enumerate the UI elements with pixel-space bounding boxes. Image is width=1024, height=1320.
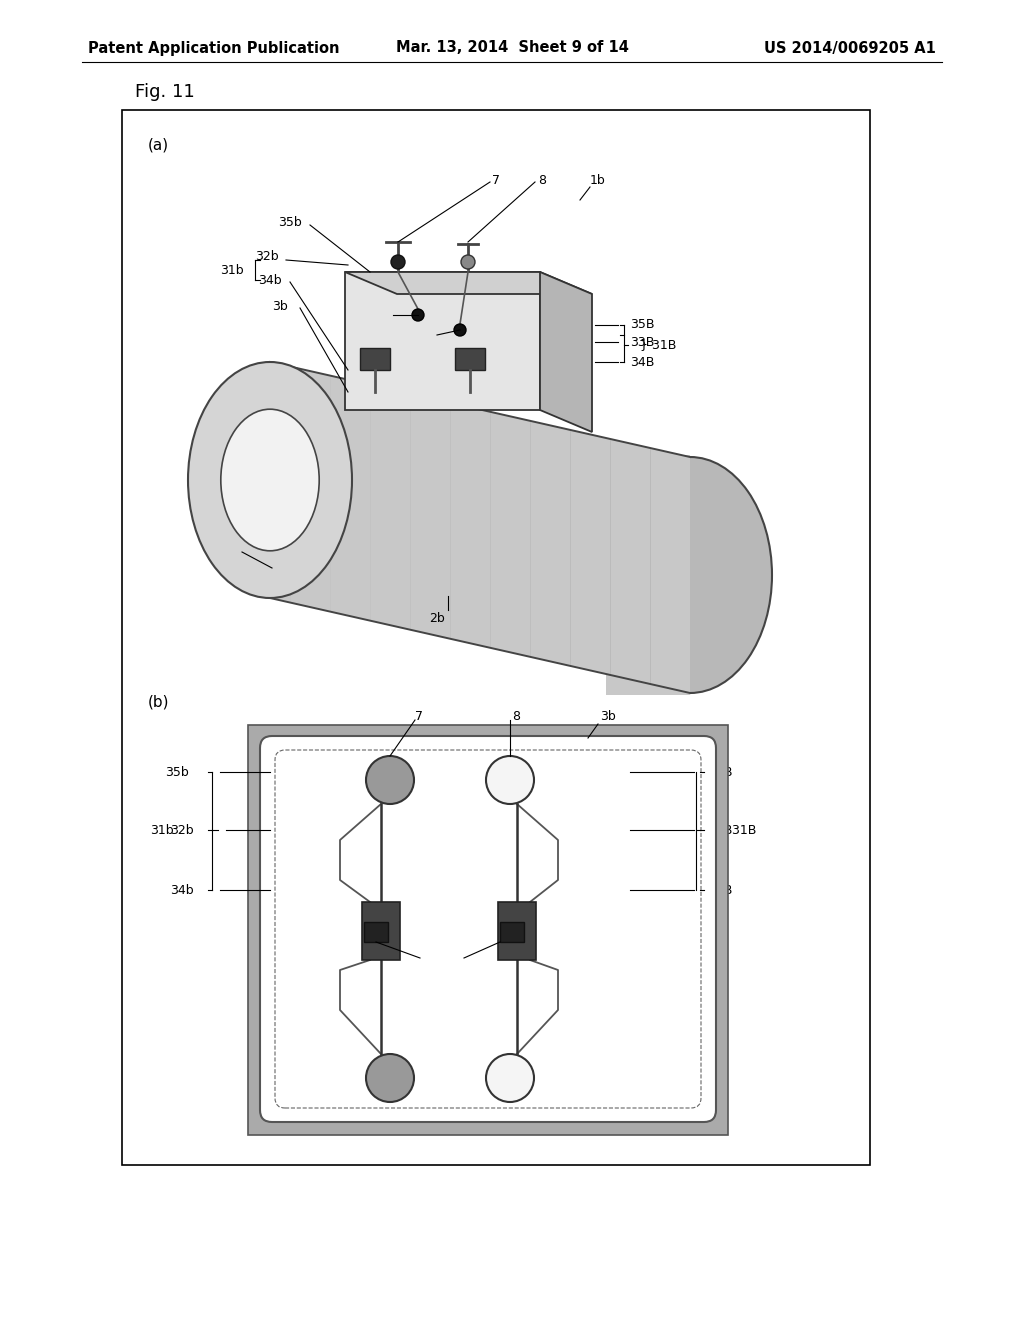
Text: 21b: 21b — [220, 552, 244, 565]
Bar — [360, 348, 390, 370]
Text: 35B: 35B — [630, 318, 654, 331]
Text: 34B: 34B — [708, 883, 732, 896]
Text: 34b: 34b — [170, 883, 194, 896]
Bar — [122, 110, 870, 1166]
Bar — [606, 455, 690, 696]
Circle shape — [454, 323, 466, 337]
Polygon shape — [540, 272, 592, 432]
Text: } 31B: } 31B — [720, 824, 757, 837]
Text: 1b: 1b — [590, 173, 606, 186]
Text: 32b: 32b — [255, 251, 279, 264]
Text: (a): (a) — [148, 137, 169, 153]
Circle shape — [486, 1053, 534, 1102]
Bar — [498, 902, 536, 960]
Circle shape — [461, 255, 475, 269]
Text: Mar. 13, 2014  Sheet 9 of 14: Mar. 13, 2014 Sheet 9 of 14 — [395, 41, 629, 55]
Text: 7: 7 — [415, 710, 423, 723]
Ellipse shape — [221, 409, 319, 550]
Text: 8: 8 — [512, 710, 520, 723]
Circle shape — [486, 756, 534, 804]
Text: 37: 37 — [425, 331, 441, 345]
Bar — [500, 921, 524, 942]
Text: 37: 37 — [445, 956, 461, 969]
Text: } 31B: } 31B — [640, 338, 677, 351]
Text: 2b: 2b — [429, 611, 444, 624]
Text: Fig. 11: Fig. 11 — [135, 83, 195, 102]
Polygon shape — [345, 272, 592, 294]
Circle shape — [366, 756, 414, 804]
Text: 32b: 32b — [170, 824, 194, 837]
Text: (b): (b) — [148, 694, 170, 710]
Text: Patent Application Publication: Patent Application Publication — [88, 41, 340, 55]
Text: 34B: 34B — [630, 355, 654, 368]
Polygon shape — [270, 362, 690, 693]
Text: 33B: 33B — [630, 335, 654, 348]
FancyBboxPatch shape — [260, 737, 716, 1122]
Text: 36: 36 — [420, 956, 436, 969]
Text: 8: 8 — [538, 173, 546, 186]
Circle shape — [366, 1053, 414, 1102]
Bar — [362, 902, 400, 960]
Circle shape — [391, 255, 406, 269]
Text: 31b: 31b — [220, 264, 244, 276]
Text: 35b: 35b — [165, 766, 188, 779]
Ellipse shape — [608, 457, 772, 693]
Text: 7: 7 — [492, 173, 500, 186]
Text: 35b: 35b — [278, 215, 302, 228]
Text: 3b: 3b — [600, 710, 615, 723]
Text: 34b: 34b — [258, 273, 282, 286]
Bar — [364, 921, 388, 942]
Ellipse shape — [188, 362, 352, 598]
Text: US 2014/0069205 A1: US 2014/0069205 A1 — [764, 41, 936, 55]
Text: 33B: 33B — [708, 824, 732, 837]
Circle shape — [412, 309, 424, 321]
Text: 31b: 31b — [150, 824, 174, 837]
Text: 3b: 3b — [272, 300, 288, 313]
Bar — [248, 725, 728, 1135]
Text: 35B: 35B — [708, 766, 732, 779]
Text: 36: 36 — [372, 305, 388, 318]
Bar — [455, 348, 485, 370]
Polygon shape — [345, 272, 540, 411]
